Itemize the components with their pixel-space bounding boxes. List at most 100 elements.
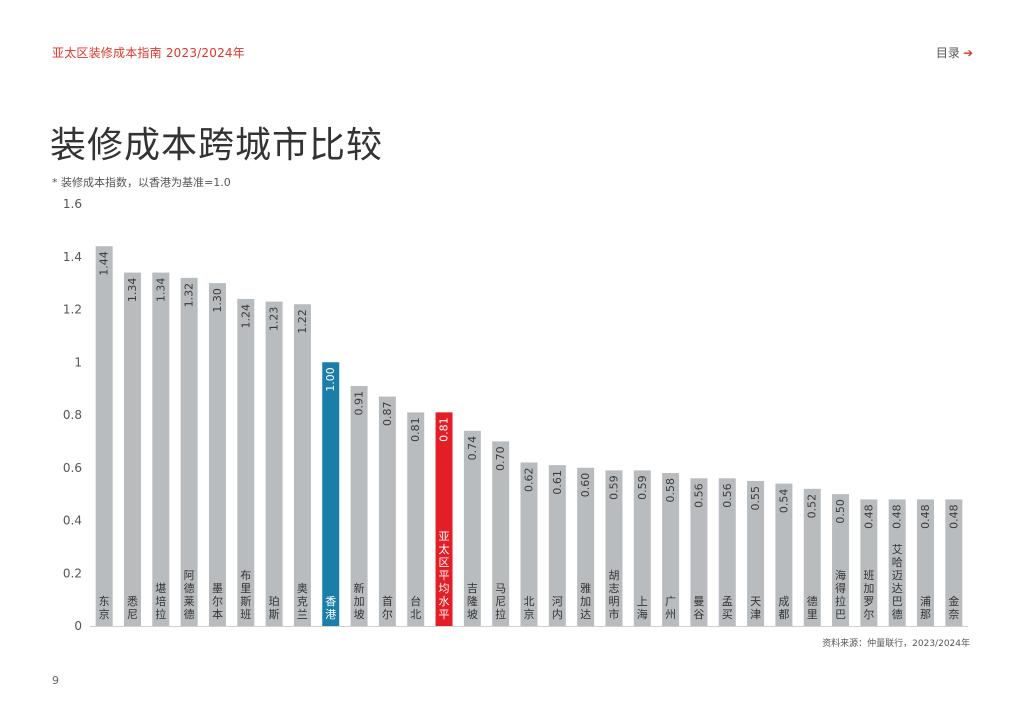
y-tick-label: 1 bbox=[74, 355, 82, 369]
page-title: 装修成本跨城市比较 bbox=[50, 125, 384, 166]
toc-label: 目录 bbox=[935, 46, 960, 60]
bar bbox=[803, 488, 821, 626]
bar-group: 0.59 上海 bbox=[633, 470, 651, 626]
bar-group: 1.00 香港 bbox=[322, 362, 340, 626]
bar-group: 0.81 台北 bbox=[407, 412, 425, 626]
category-label: 天津 bbox=[750, 595, 761, 621]
chart-note: * 装修成本指数，以香港为基准=1.0 bbox=[52, 176, 231, 189]
bar-group: 0.87 首尔 bbox=[378, 396, 396, 626]
bar-group: 1.23 珀斯 bbox=[265, 301, 283, 626]
bar-group: 0.81 亚太区平均水平 bbox=[435, 412, 453, 626]
category-label: 珀斯 bbox=[269, 594, 280, 621]
bar-value-label: 0.87 bbox=[381, 402, 394, 427]
bar-group: 0.56 孟买 bbox=[718, 478, 736, 626]
bar bbox=[95, 246, 113, 626]
bar-group: 0.61 河内 bbox=[548, 465, 566, 626]
y-tick-label: 1.6 bbox=[63, 197, 82, 211]
bar bbox=[152, 272, 170, 626]
bar-value-label: 0.50 bbox=[834, 499, 847, 524]
document-title: 亚太区装修成本指南 2023/2024年 bbox=[52, 46, 245, 60]
bar-value-label: 0.61 bbox=[551, 470, 564, 495]
y-tick-label: 0.4 bbox=[63, 514, 82, 528]
bar-group: 0.48 班加罗尔 bbox=[860, 499, 878, 626]
bar bbox=[180, 277, 198, 626]
bar-group: 0.56 曼谷 bbox=[690, 478, 708, 626]
category-label: 布里斯班 bbox=[240, 569, 251, 621]
category-label: 上海 bbox=[637, 595, 648, 621]
bar-value-label: 0.59 bbox=[636, 475, 649, 500]
bar-group: 1.24 布里斯班 bbox=[237, 298, 255, 626]
bar-value-label: 0.62 bbox=[523, 467, 536, 492]
category-label: 北京 bbox=[524, 595, 535, 621]
bar-group: 0.50 海得拉巴 bbox=[832, 494, 850, 626]
bar bbox=[492, 441, 510, 626]
category-label: 香港 bbox=[325, 595, 336, 621]
y-tick-label: 1.4 bbox=[63, 250, 82, 264]
bar bbox=[662, 473, 680, 626]
bar-value-label: 0.55 bbox=[749, 486, 762, 511]
bar-value-label: 1.34 bbox=[154, 278, 167, 303]
bar-group: 1.32 阿德莱德 bbox=[180, 277, 198, 626]
bar-group: 0.52 德里 bbox=[803, 488, 821, 626]
table-of-contents-link[interactable]: 目录 ➔ bbox=[936, 44, 973, 61]
bar-group: 1.34 悉尼 bbox=[123, 272, 141, 626]
bar-group: 0.48 艾哈迈达巴德 bbox=[888, 499, 906, 626]
bar-group: 0.48 浦那 bbox=[917, 499, 935, 626]
bar-value-label: 1.32 bbox=[183, 283, 196, 308]
category-label: 浦那 bbox=[920, 595, 931, 621]
category-label: 墨尔本 bbox=[212, 582, 223, 621]
bar bbox=[605, 470, 623, 626]
bar bbox=[407, 412, 425, 626]
bar bbox=[208, 283, 226, 626]
bar bbox=[463, 430, 481, 626]
bar bbox=[265, 301, 283, 626]
bar-value-label: 1.30 bbox=[211, 288, 224, 313]
bar-value-label: 1.23 bbox=[268, 307, 281, 332]
category-label: 吉隆坡 bbox=[467, 582, 478, 621]
bar-group: 0.70 马尼拉 bbox=[492, 441, 510, 626]
bar-group: 1.44 东京 bbox=[95, 246, 113, 626]
category-label: 奥克兰 bbox=[297, 581, 308, 621]
bar bbox=[860, 499, 878, 626]
bar bbox=[747, 480, 765, 626]
category-label: 海得拉巴 bbox=[835, 568, 846, 621]
bar-value-label: 0.74 bbox=[466, 436, 479, 461]
bar-value-label: 0.48 bbox=[947, 504, 960, 529]
bar-value-label: 0.91 bbox=[353, 391, 366, 416]
bar bbox=[718, 478, 736, 626]
bar-value-label: 0.70 bbox=[494, 446, 507, 471]
bar-value-label: 0.54 bbox=[777, 489, 790, 514]
category-label: 孟买 bbox=[722, 595, 733, 621]
bar-group: 1.30 墨尔本 bbox=[208, 283, 226, 626]
y-tick-label: 0.6 bbox=[63, 461, 82, 475]
bar-value-label: 0.58 bbox=[664, 478, 677, 503]
category-label: 亚太区平均水平 bbox=[439, 530, 450, 621]
bar-group: 0.59 胡志明市 bbox=[605, 470, 623, 626]
bar bbox=[548, 465, 566, 626]
bar-value-label: 1.00 bbox=[324, 367, 337, 392]
bar-value-label: 0.60 bbox=[579, 473, 592, 498]
category-label: 班加罗尔 bbox=[863, 569, 874, 621]
category-label: 新加坡 bbox=[354, 581, 365, 621]
y-tick-label: 0.8 bbox=[63, 408, 82, 422]
bar-value-label: 1.24 bbox=[239, 304, 252, 329]
category-label: 首尔 bbox=[382, 594, 393, 621]
bar-value-label: 1.34 bbox=[126, 278, 139, 303]
bar-value-label: 0.48 bbox=[891, 504, 904, 529]
bar-group: 0.91 新加坡 bbox=[350, 385, 368, 626]
category-label: 艾哈迈达巴德 bbox=[892, 543, 903, 621]
bar-group: 0.48 金奈 bbox=[945, 499, 963, 626]
bar bbox=[832, 494, 850, 626]
category-label: 东京 bbox=[99, 595, 110, 621]
y-tick-label: 0.2 bbox=[63, 566, 82, 580]
bar bbox=[237, 298, 255, 626]
bar-value-label: 0.81 bbox=[409, 417, 422, 442]
bar bbox=[435, 412, 453, 626]
category-label: 河内 bbox=[552, 595, 563, 621]
bar-group: 0.55 天津 bbox=[747, 480, 765, 626]
category-label: 阿德莱德 bbox=[184, 569, 195, 621]
category-label: 堪培拉 bbox=[155, 582, 166, 621]
bar bbox=[917, 499, 935, 626]
bar bbox=[520, 462, 538, 626]
